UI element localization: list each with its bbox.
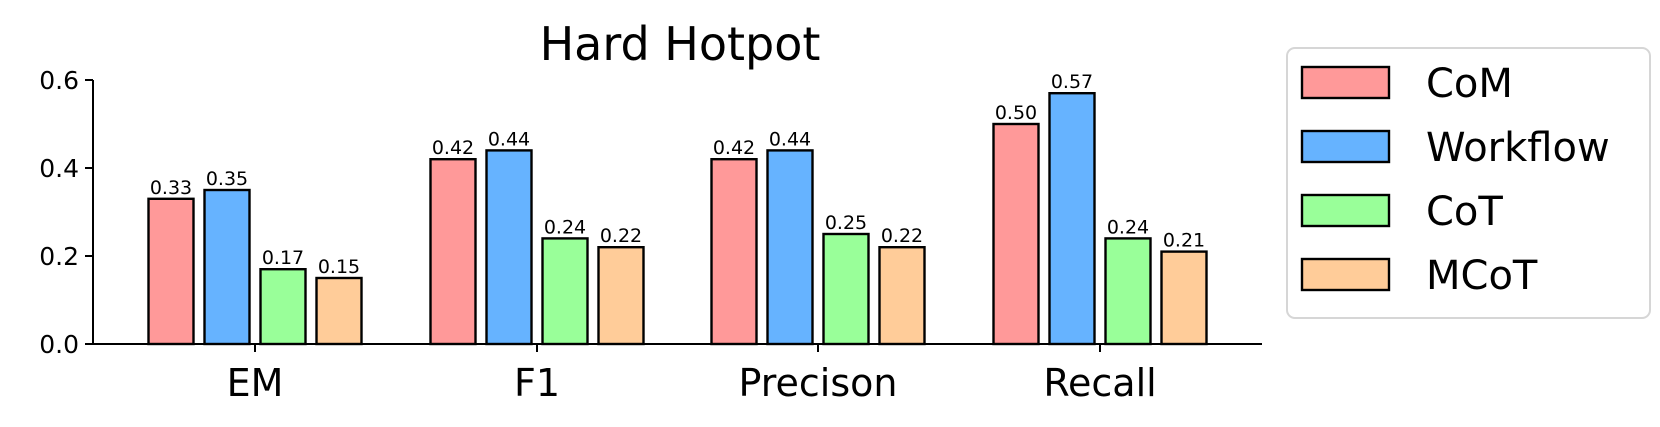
legend-label-cot: CoT	[1426, 189, 1503, 235]
y-tick-label: 0.0	[39, 330, 79, 359]
legend-label-mcot: MCoT	[1426, 253, 1538, 299]
data-label: 0.35	[206, 168, 248, 190]
bar-com-precison	[710, 157, 758, 346]
data-label: 0.50	[995, 102, 1037, 124]
bar-cot-f1	[541, 237, 589, 346]
legend-swatch-workflow	[1300, 129, 1391, 164]
y-tick-label: 0.2	[39, 242, 79, 271]
data-label: 0.24	[1107, 216, 1149, 238]
data-label: 0.42	[432, 137, 474, 159]
legend-label-workflow: Workflow	[1426, 125, 1610, 171]
y-tick-label: 0.6	[39, 66, 79, 95]
x-tick-label: F1	[514, 361, 560, 405]
chart-title: Hard Hotpot	[540, 17, 821, 71]
legend-swatch-mcot	[1300, 257, 1391, 292]
bar-com-recall	[992, 122, 1040, 346]
bar-mcot-precison	[878, 245, 926, 346]
bar-mcot-f1	[597, 245, 645, 346]
data-label: 0.44	[488, 128, 530, 150]
bar-workflow-f1	[485, 149, 533, 346]
data-label: 0.24	[544, 216, 586, 238]
bar-com-f1	[429, 157, 477, 346]
bar-cot-em	[259, 268, 307, 346]
x-tick-label: Recall	[1043, 361, 1156, 405]
data-label: 0.44	[769, 128, 811, 150]
bar-cot-recall	[1104, 237, 1152, 346]
plot-area: 0.33 0.42 0.42 0.50 0.35 0.44 0.44 0.57 0.17 0.24…	[39, 66, 1262, 405]
y-tick-label: 0.4	[39, 154, 79, 183]
x-tick-label: Precison	[739, 361, 898, 405]
bar-mcot-em	[315, 276, 363, 346]
x-tick-label: EM	[227, 361, 284, 405]
legend: CoM Workflow CoT MCoT	[1286, 47, 1651, 319]
data-label: 0.17	[262, 247, 304, 269]
data-label: 0.15	[318, 256, 360, 278]
bar-mcot-recall	[1160, 250, 1208, 346]
data-label: 0.57	[1051, 71, 1093, 93]
data-label: 0.33	[150, 177, 192, 199]
bar-workflow-precison	[766, 149, 814, 346]
data-label: 0.22	[600, 225, 642, 247]
data-label: 0.25	[825, 212, 867, 234]
bar-workflow-em	[203, 188, 251, 346]
data-label: 0.22	[881, 225, 923, 247]
legend-swatch-com	[1300, 65, 1391, 100]
bar-workflow-recall	[1048, 91, 1096, 346]
legend-frame	[1286, 47, 1651, 319]
data-label: 0.21	[1163, 230, 1205, 252]
legend-label-com: CoM	[1426, 61, 1513, 107]
bar-com-em	[147, 197, 195, 346]
data-label: 0.42	[713, 137, 755, 159]
bar-cot-precison	[822, 232, 870, 346]
legend-swatch-cot	[1300, 193, 1391, 228]
